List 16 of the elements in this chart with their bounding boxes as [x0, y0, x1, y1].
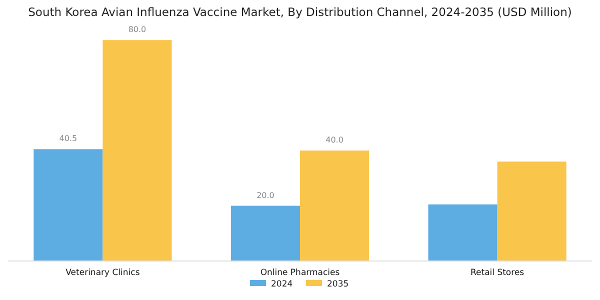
bar — [230, 206, 300, 261]
x-tick-label: Veterinary Clinics — [66, 268, 140, 278]
legend-label: 2035 — [327, 280, 349, 290]
bar — [497, 162, 566, 261]
bar — [428, 204, 498, 261]
data-label: 80.0 — [128, 25, 146, 34]
data-label: 20.0 — [256, 190, 274, 200]
bar — [102, 40, 172, 261]
bar — [300, 150, 370, 261]
legend-label: 2024 — [271, 280, 293, 290]
bar — [34, 149, 103, 261]
data-label: 40.0 — [326, 136, 344, 145]
x-tick-label: Retail Stores — [470, 268, 525, 278]
data-label: 40.5 — [59, 134, 78, 144]
x-tick-label: Online Pharmacies — [260, 268, 340, 278]
chart-title: South Korea Avian Influenza Vaccine Market, By Distribution Channel, 2024-2035 (USD Million) — [28, 5, 572, 19]
